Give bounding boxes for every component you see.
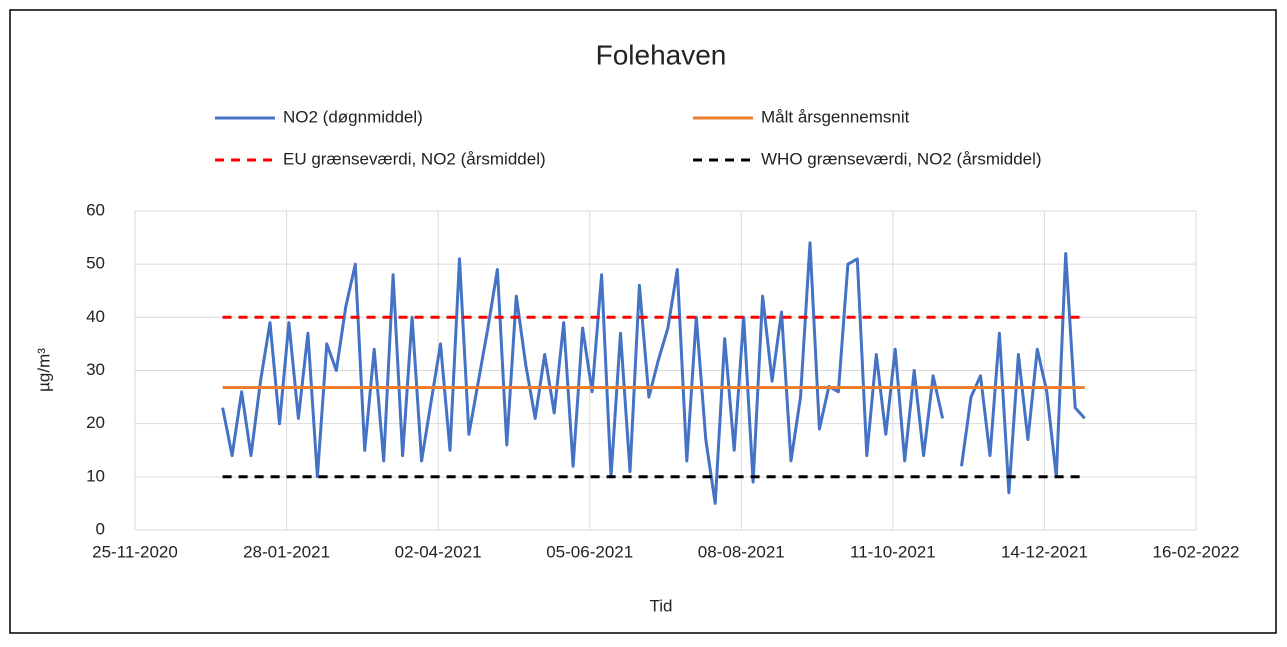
x-tick-label: 11-10-2021 <box>850 542 936 561</box>
y-tick-label: 40 <box>86 307 105 326</box>
y-axis-label: µg/m³ <box>34 348 53 392</box>
y-tick-label: 20 <box>86 413 105 432</box>
x-tick-label: 02-04-2021 <box>395 542 482 561</box>
legend-label: EU grænseværdi, NO2 (årsmiddel) <box>283 149 546 168</box>
legend-label: NO2 (døgnmiddel) <box>283 107 423 126</box>
chart-title: Folehaven <box>596 39 727 70</box>
y-tick-label: 10 <box>86 466 105 485</box>
y-tick-label: 50 <box>86 254 105 273</box>
y-tick-label: 60 <box>86 200 105 219</box>
legend-label: WHO grænseværdi, NO2 (årsmiddel) <box>761 149 1042 168</box>
y-tick-label: 0 <box>96 519 105 538</box>
x-tick-label: 14-12-2021 <box>1001 542 1088 561</box>
series-line <box>221 241 1086 505</box>
x-axis-label: Tid <box>650 596 673 615</box>
x-tick-label: 05-06-2021 <box>546 542 633 561</box>
x-tick-label: 25-11-2020 <box>92 542 178 561</box>
legend-label: Målt årsgennemsnit <box>761 107 910 126</box>
x-tick-label: 08-08-2021 <box>698 542 785 561</box>
x-tick-label: 16-02-2022 <box>1153 542 1240 561</box>
y-tick-label: 30 <box>86 360 105 379</box>
x-tick-label: 28-01-2021 <box>243 542 330 561</box>
